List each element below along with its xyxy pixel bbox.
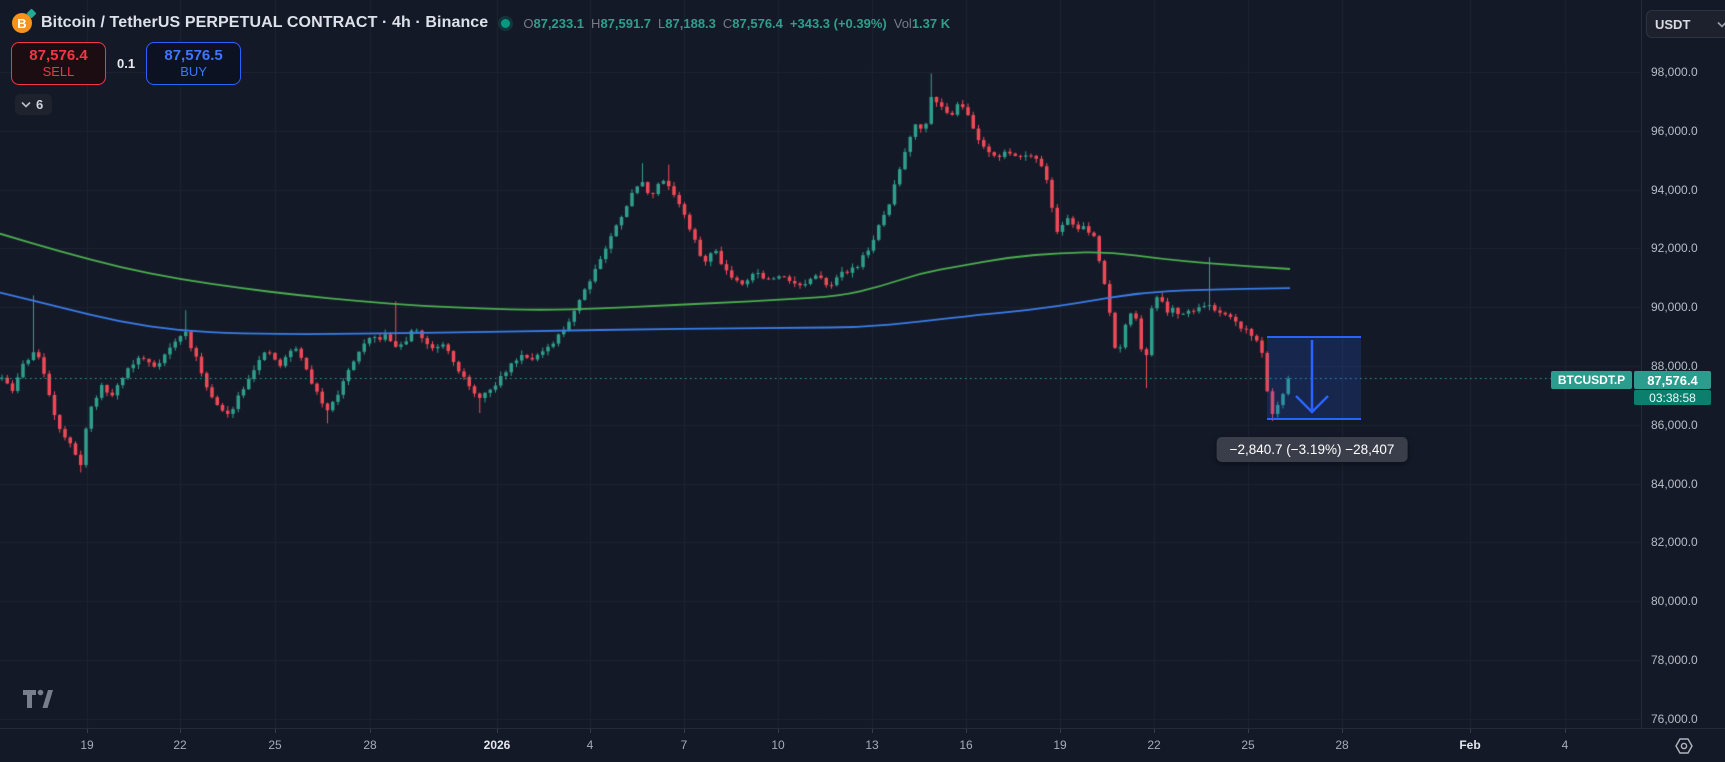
- last-price-label: 87,576.4: [1634, 371, 1711, 389]
- buy-price: 87,576.5: [164, 47, 223, 65]
- x-axis-label: 2026: [483, 738, 511, 752]
- bar-countdown: 03:38:58: [1634, 390, 1711, 405]
- collapsed-indicators-chip[interactable]: 6: [15, 94, 53, 115]
- x-axis-label: 7: [680, 738, 688, 752]
- y-axis-label: 84,000.0: [1651, 476, 1698, 491]
- symbol-title[interactable]: Bitcoin / TetherUS PERPETUAL CONTRACT · …: [41, 14, 489, 31]
- chart-pane[interactable]: [0, 0, 1641, 728]
- volume-label: Vol: [893, 15, 912, 31]
- time-axis[interactable]: 19 22 25 28 2026 4 7 10 13 16 19 22 25 28 Feb 4: [0, 728, 1725, 762]
- x-axis-label: 22: [1147, 738, 1161, 752]
- sell-label: SELL: [42, 63, 75, 79]
- low-value: 87,188.3: [665, 15, 716, 31]
- x-axis-tick: [778, 729, 779, 733]
- x-axis-tick: [87, 729, 88, 733]
- measure-arrow-icon: [1295, 340, 1329, 415]
- measure-tool-rect[interactable]: [1267, 336, 1361, 420]
- x-axis-label: 19: [80, 738, 94, 752]
- market-status-icon: [501, 18, 511, 28]
- x-axis-label: 4: [586, 738, 594, 752]
- ohlc-row: O87,233.1 H87,591.7 L87,188.3 C87,576.4 …: [523, 16, 950, 31]
- y-axis-label: 82,000.0: [1651, 535, 1698, 550]
- axis-settings-icon[interactable]: [1675, 737, 1693, 755]
- y-axis-label: 94,000.0: [1651, 182, 1698, 197]
- x-axis-tick: [1342, 729, 1343, 733]
- x-axis-tick: [497, 729, 498, 733]
- open-value: 87,233.1: [533, 15, 585, 31]
- x-axis-label: 10: [771, 738, 785, 752]
- y-axis-label: 98,000.0: [1651, 65, 1698, 79]
- symbol-price-flag: BTCUSDT.P: [1551, 371, 1632, 389]
- logo-badge-icon: [26, 8, 37, 19]
- chevron-down-icon: [1717, 21, 1725, 28]
- candlestick-chart[interactable]: [0, 0, 1641, 728]
- x-axis-tick: [872, 729, 873, 733]
- x-axis-label: 25: [268, 738, 282, 752]
- chevron-down-icon: [21, 101, 31, 108]
- measure-tooltip: −2,840.7 (−3.19%) −28,407: [1216, 437, 1408, 462]
- spread-value: 0.1: [117, 56, 136, 71]
- collapsed-indicators-count: 6: [36, 97, 44, 112]
- tradingview-logo[interactable]: [22, 686, 54, 712]
- x-axis-label: 25: [1241, 738, 1255, 752]
- x-axis-tick: [370, 729, 371, 733]
- x-axis-label: 4: [1561, 738, 1569, 752]
- x-axis-tick: [1470, 729, 1471, 733]
- x-axis-tick: [275, 729, 276, 733]
- currency-selector[interactable]: USDT: [1646, 10, 1725, 38]
- x-axis-tick: [1248, 729, 1249, 733]
- high-label: H: [591, 15, 601, 31]
- buy-label: BUY: [180, 63, 207, 79]
- x-axis-label: Feb: [1459, 738, 1481, 752]
- x-axis-label: 28: [1335, 738, 1349, 752]
- x-axis-tick: [1565, 729, 1566, 733]
- open-label: O: [523, 15, 534, 31]
- y-axis-label: 78,000.0: [1651, 653, 1698, 667]
- x-axis-tick: [590, 729, 591, 733]
- sell-price: 87,576.4: [29, 47, 88, 65]
- chart-header: B Bitcoin / TetherUS PERPETUAL CONTRACT …: [12, 8, 950, 37]
- bitcoin-logo-icon: B: [12, 8, 37, 33]
- close-value: 87,576.4: [732, 15, 783, 31]
- x-axis-tick: [1154, 729, 1155, 733]
- x-axis-tick: [180, 729, 181, 733]
- currency-label: USDT: [1655, 16, 1691, 32]
- buy-button[interactable]: 87,576.5 BUY: [146, 42, 242, 85]
- x-axis-label: 28: [363, 738, 377, 752]
- high-value: 87,591.7: [600, 15, 652, 31]
- price-axis[interactable]: 98,000.0 96,000.0 94,000.0 92,000.0 90,000.0…: [1641, 0, 1725, 728]
- low-label: L: [658, 15, 666, 31]
- x-axis-tick: [684, 729, 685, 733]
- volume-value: 1.37 K: [911, 15, 951, 31]
- y-axis-label: 92,000.0: [1651, 241, 1698, 256]
- y-axis-label: 90,000.0: [1651, 300, 1698, 315]
- y-axis-label: 86,000.0: [1651, 417, 1698, 432]
- sell-button[interactable]: 87,576.4 SELL: [11, 42, 106, 85]
- y-axis-label: 76,000.0: [1651, 711, 1698, 726]
- x-axis-label: 22: [173, 738, 187, 752]
- close-label: C: [722, 15, 733, 31]
- y-axis-label: 80,000.0: [1651, 594, 1698, 609]
- trade-panel: 87,576.4 SELL 0.1 87,576.5 BUY: [11, 42, 242, 85]
- x-axis-tick: [966, 729, 967, 733]
- x-axis-label: 13: [865, 738, 879, 752]
- x-axis-label: 19: [1053, 738, 1067, 752]
- bitcoin-logo-letter: B: [17, 15, 27, 31]
- y-axis-label: 88,000.0: [1651, 359, 1698, 373]
- change-value: +343.3 (+0.39%): [789, 15, 887, 31]
- y-axis-label: 96,000.0: [1651, 123, 1698, 138]
- x-axis-label: 16: [959, 738, 973, 752]
- x-axis-tick: [1060, 729, 1061, 733]
